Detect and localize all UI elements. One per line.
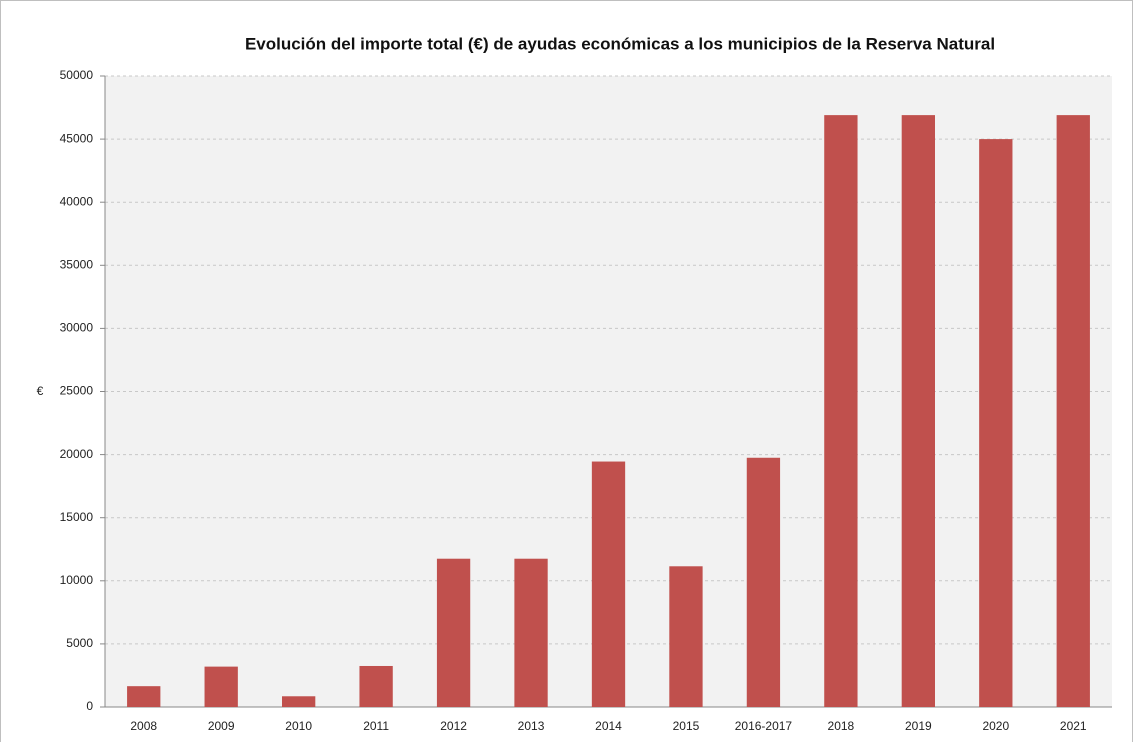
x-tick-label: 2019	[905, 719, 932, 733]
x-tick-label: 2021	[1060, 719, 1087, 733]
y-tick-label: 15000	[60, 510, 94, 524]
bar	[127, 686, 161, 707]
y-tick-label: 35000	[60, 257, 94, 271]
y-tick-label: 50000	[60, 68, 94, 82]
bar	[669, 566, 703, 707]
x-tick-label: 2015	[673, 719, 700, 733]
bar	[901, 115, 936, 707]
x-tick-label: 2013	[518, 719, 545, 733]
x-tick-label: 2018	[828, 719, 855, 733]
x-tick-label: 2016-2017	[735, 719, 793, 733]
bar	[746, 457, 781, 707]
chart-title: Evolución del importe total (€) de ayuda…	[245, 34, 995, 53]
bar	[204, 666, 238, 707]
y-tick-label: 10000	[60, 573, 94, 587]
x-tick-label: 2014	[595, 719, 622, 733]
bar	[281, 696, 316, 707]
y-tick-label: 40000	[60, 194, 94, 208]
x-tick-label: 2020	[982, 719, 1009, 733]
y-tick-label: 0	[86, 699, 93, 713]
y-tick-label: 45000	[60, 131, 94, 145]
y-tick-label: 5000	[66, 636, 93, 650]
bar	[824, 115, 858, 707]
bar	[359, 665, 393, 707]
y-tick-label: 20000	[60, 447, 94, 461]
x-tick-label: 2012	[440, 719, 467, 733]
bar	[514, 558, 548, 707]
y-tick-label: 25000	[60, 384, 94, 398]
bar	[979, 139, 1013, 708]
bar	[436, 558, 471, 707]
bar	[591, 461, 626, 707]
x-tick-label: 2009	[208, 719, 235, 733]
y-axis-label: €	[37, 384, 44, 398]
x-tick-label: 2008	[130, 719, 157, 733]
x-tick-label: 2010	[285, 719, 312, 733]
bar	[1056, 115, 1090, 707]
y-tick-label: 30000	[60, 321, 94, 335]
x-tick-label: 2011	[363, 719, 389, 733]
